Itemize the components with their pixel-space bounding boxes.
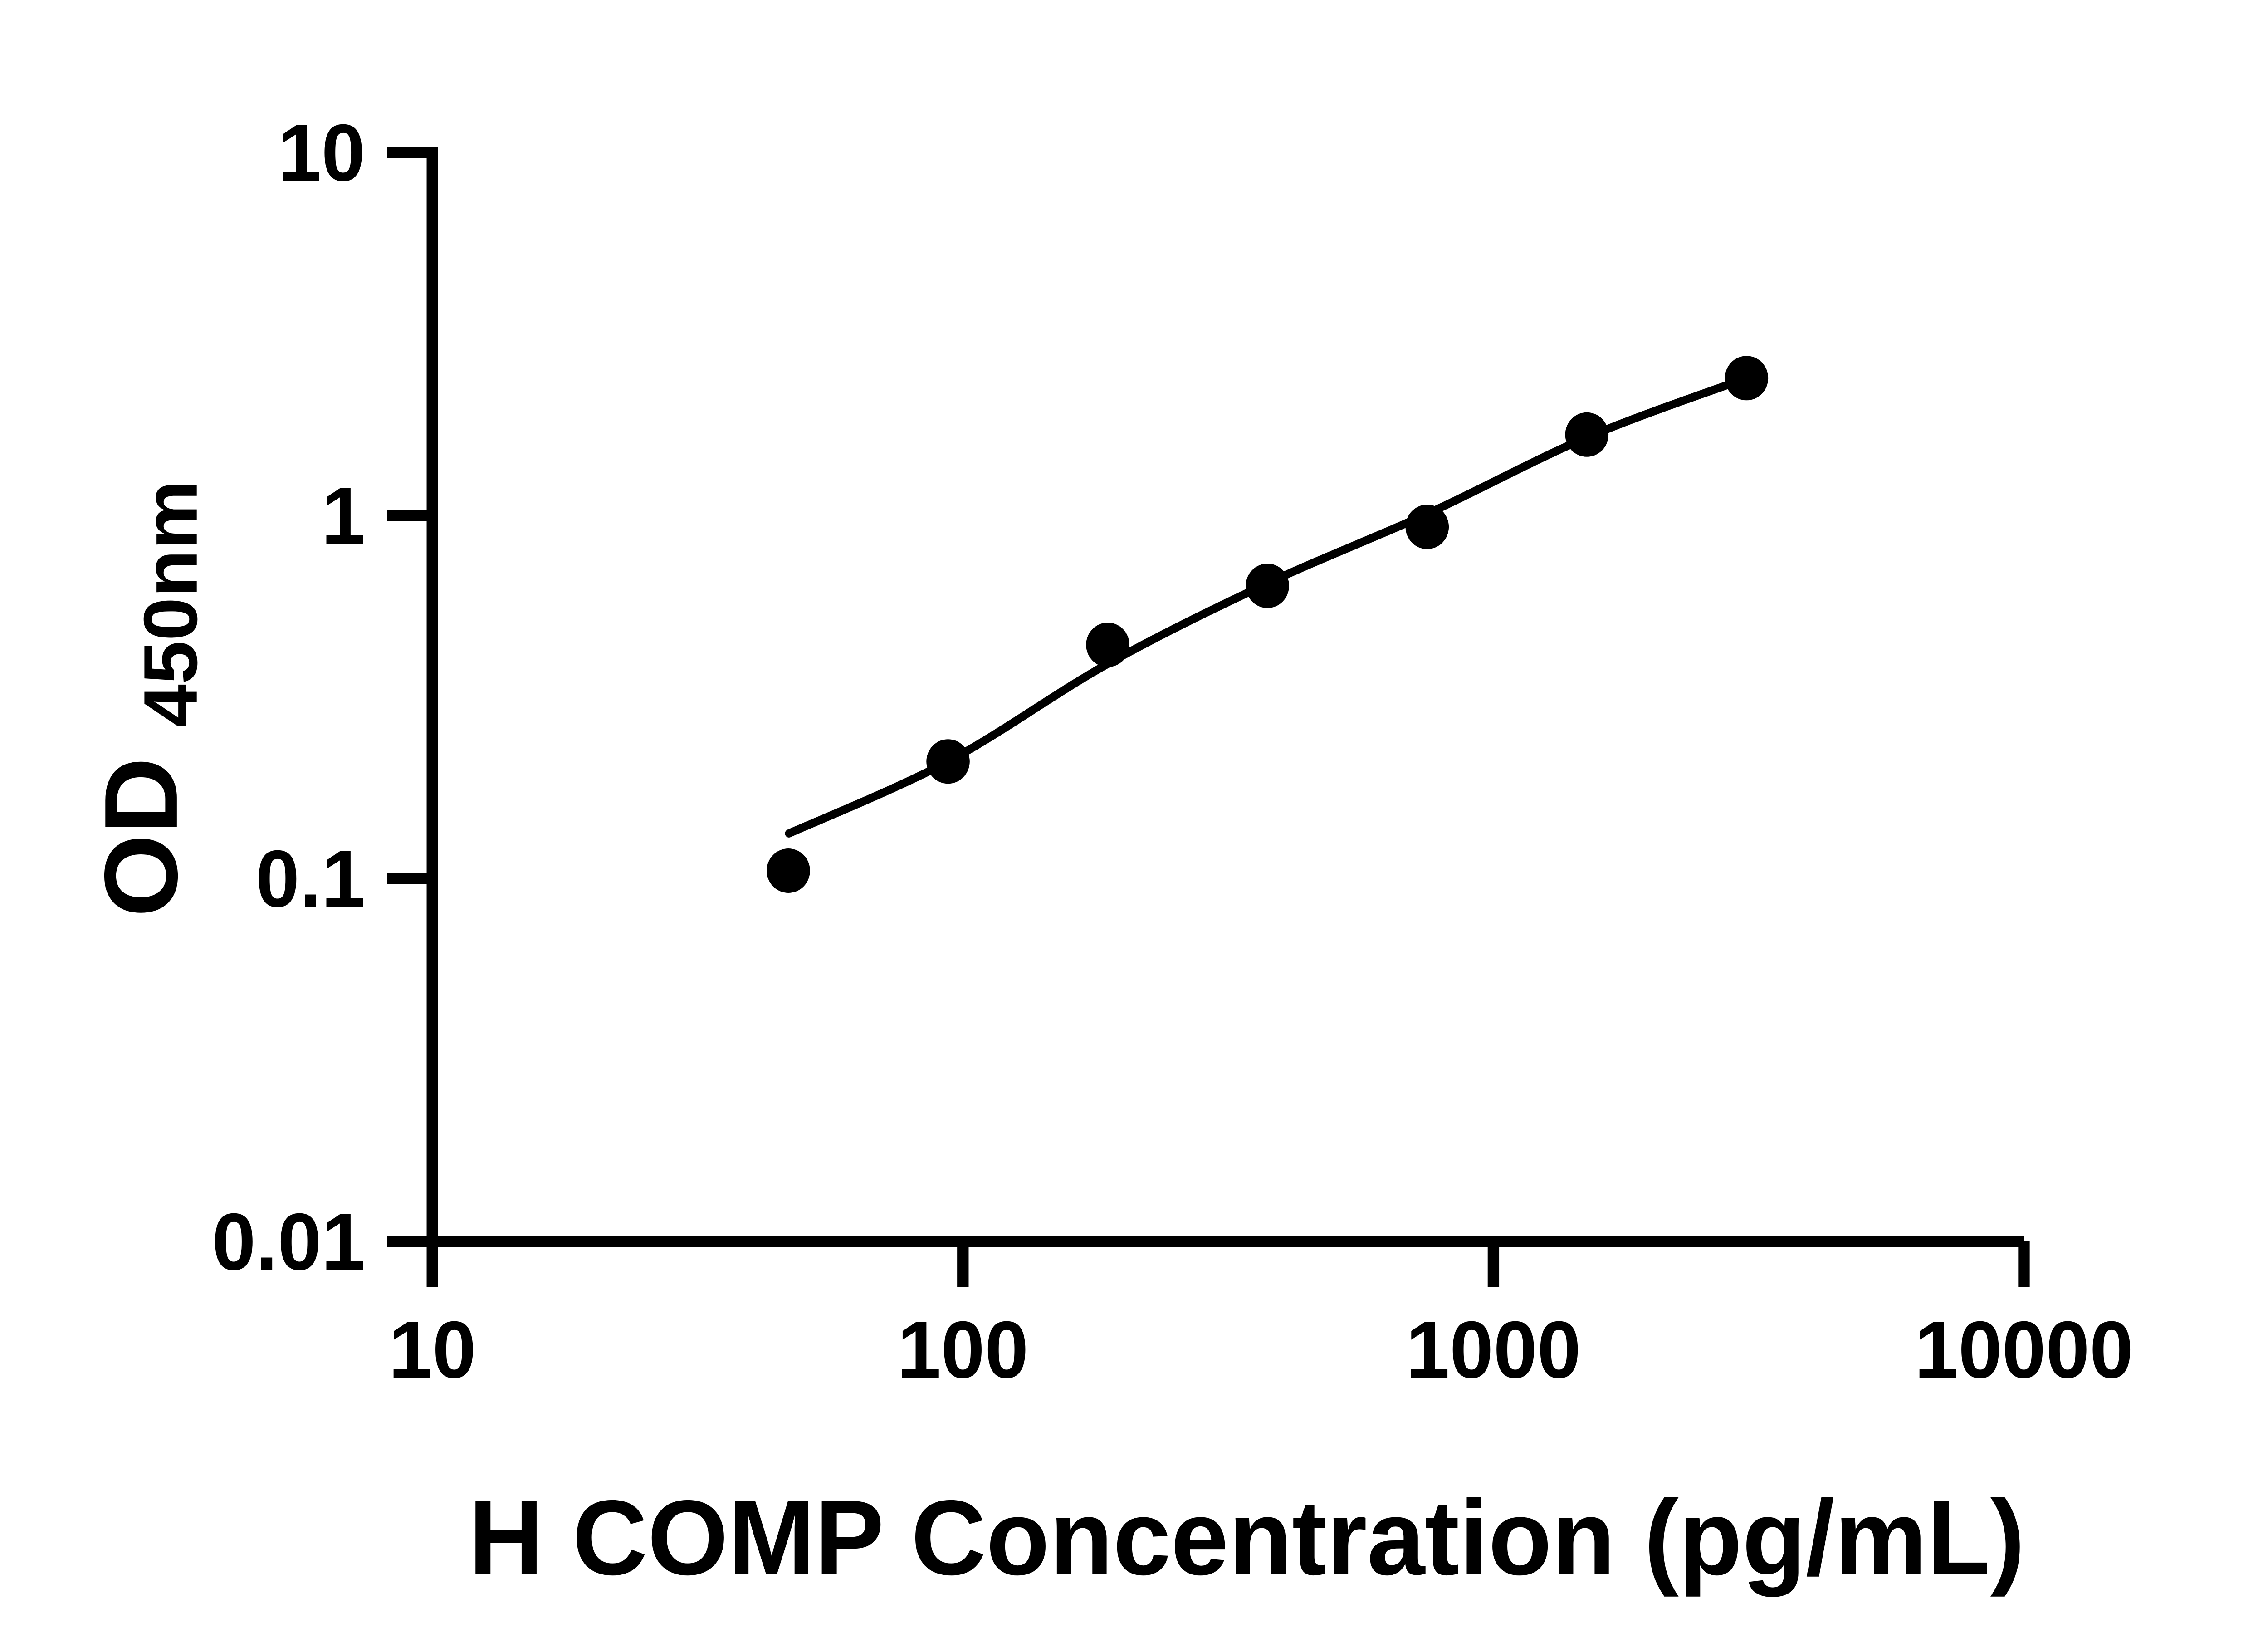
x-tick-label: 100 [897,1305,1028,1395]
data-point [1405,505,1449,549]
y-tick-label: 0.1 [256,834,365,924]
plot-axes [387,147,2030,1287]
y-axis-title-main: OD [83,757,200,917]
x-tick-label: 10 [389,1305,476,1395]
axis-tick-labels: 10 1 0.1 0.01 10 100 1000 10000 [212,108,2133,1395]
x-axis-title: H COMP Concentration (pg/mL) [469,1478,2025,1597]
x-tick-label: 10000 [1915,1305,2133,1395]
data-point [1246,564,1289,608]
x-tick-label: 1000 [1406,1305,1581,1395]
y-axis-title: OD 450nm [83,481,213,917]
y-tick-label: 10 [278,108,365,198]
y-tick-label: 1 [322,471,365,561]
data-point [926,739,970,784]
data-point [1565,412,1609,457]
series-layer [767,356,1769,893]
data-point [767,848,810,893]
y-tick-label: 0.01 [212,1197,365,1287]
y-axis-title-subscript: 450nm [128,481,213,728]
data-point [1725,356,1769,401]
data-point [1086,623,1129,667]
